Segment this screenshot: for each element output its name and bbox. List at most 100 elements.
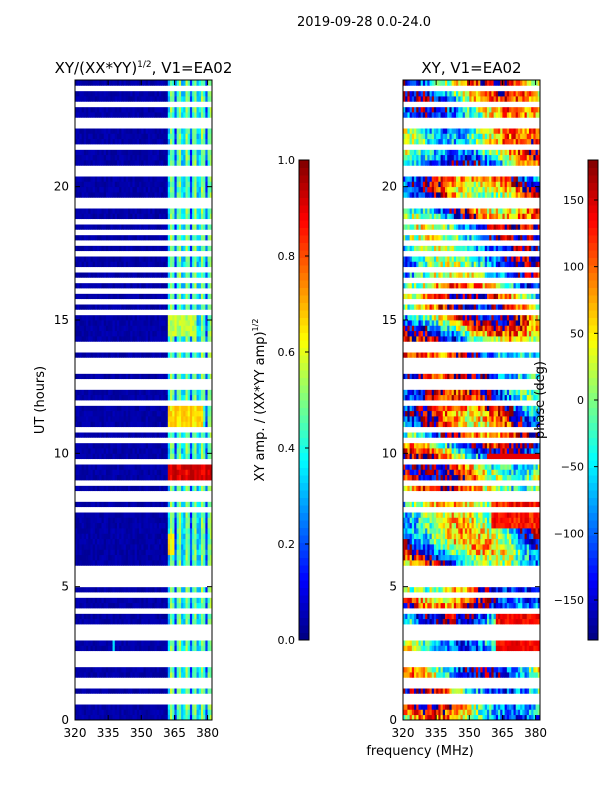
heatmap-cell	[116, 469, 120, 476]
heatmap-cell	[101, 410, 105, 417]
heatmap-cell	[77, 602, 80, 609]
heatmap-cell	[150, 282, 153, 289]
heatmap-cell	[205, 512, 208, 518]
heatmap-cell	[528, 709, 532, 716]
heatmap-cell	[194, 304, 197, 310]
heatmap-cell	[86, 640, 89, 646]
heatmap-cell	[75, 138, 78, 145]
heatmap-cell	[128, 618, 131, 625]
heatmap-cell	[90, 522, 94, 529]
heatmap-cell	[203, 672, 206, 678]
heatmap-cell	[203, 80, 206, 86]
heatmap-cell	[79, 336, 83, 342]
heatmap-cell	[90, 416, 94, 422]
heatmap-cell	[75, 373, 78, 380]
heatmap-cell	[83, 213, 87, 220]
heatmap-cell	[103, 501, 107, 508]
heatmap-cell	[116, 325, 120, 332]
heatmap-cell	[167, 90, 171, 97]
heatmap-cell	[108, 645, 111, 652]
heatmap-cell	[156, 176, 160, 182]
heatmap-cell	[128, 336, 131, 342]
colorbar-tick-label: 0.6	[278, 346, 296, 359]
heatmap-cell	[176, 245, 180, 252]
heatmap-cell	[123, 474, 127, 481]
heatmap-cell	[196, 549, 200, 556]
heatmap-cell	[143, 432, 147, 438]
heatmap-cell	[411, 666, 415, 673]
heatmap-cell	[143, 224, 147, 230]
heatmap-cell	[156, 325, 160, 332]
heatmap-cell	[194, 192, 197, 198]
heatmap-cell	[121, 154, 125, 161]
heatmap-cell	[134, 704, 138, 710]
heatmap-cell	[92, 352, 96, 358]
heatmap-cell	[473, 672, 477, 678]
heatmap-cell	[181, 373, 184, 380]
heatmap-cell	[83, 234, 87, 241]
heatmap-cell	[196, 245, 200, 252]
heatmap-cell	[163, 410, 166, 417]
heatmap-cell	[136, 410, 140, 417]
heatmap-cell	[108, 709, 111, 716]
heatmap-cell	[163, 224, 166, 230]
heatmap-cell	[181, 469, 184, 476]
heatmap-cell	[429, 714, 433, 721]
heatmap-cell	[114, 442, 118, 449]
heatmap-cell	[114, 304, 118, 310]
heatmap-cell	[176, 448, 180, 454]
heatmap-cell	[128, 410, 131, 417]
heatmap-cell	[205, 554, 208, 561]
heatmap-cell	[200, 688, 204, 694]
heatmap-row	[403, 714, 541, 721]
heatmap-cell	[185, 549, 189, 556]
heatmap-cell	[116, 112, 120, 118]
heatmap-cell	[158, 613, 162, 620]
heatmap-cell	[170, 394, 173, 401]
heatmap-cell	[110, 80, 113, 86]
heatmap-cell	[181, 160, 184, 166]
heatmap-cell	[453, 672, 457, 678]
heatmap-cell	[79, 149, 83, 156]
heatmap-cell	[209, 192, 213, 198]
heatmap-cell	[453, 714, 457, 721]
heatmap-cell	[165, 234, 169, 241]
heatmap-cell	[90, 330, 94, 337]
heatmap-cell	[103, 586, 107, 593]
heatmap-cell	[447, 704, 450, 710]
heatmap-cell	[207, 181, 211, 188]
heatmap-cell	[114, 666, 118, 673]
heatmap-cell	[176, 192, 180, 198]
heatmap-cell	[198, 234, 202, 241]
heatmap-cell	[183, 208, 186, 214]
heatmap-cell	[86, 272, 89, 278]
heatmap-cell	[94, 549, 98, 556]
heatmap-cell	[83, 245, 87, 252]
heatmap-cell	[77, 560, 80, 566]
heatmap-cell	[147, 597, 151, 604]
heatmap-cell	[178, 325, 182, 332]
heatmap-cell	[147, 138, 151, 145]
heatmap-cell	[130, 245, 133, 252]
heatmap-cell	[125, 336, 129, 342]
heatmap-cell	[139, 330, 142, 337]
heatmap-cell	[139, 586, 142, 593]
heatmap-cell	[170, 522, 173, 529]
heatmap-cell	[205, 282, 208, 289]
heatmap-cell	[152, 106, 155, 113]
heatmap-cell	[152, 453, 155, 460]
heatmap-cell	[116, 485, 120, 492]
heatmap-cell	[533, 672, 536, 678]
heatmap-cell	[108, 133, 111, 140]
heatmap-cell	[167, 245, 171, 252]
heatmap-cell	[456, 666, 459, 673]
heatmap-cell	[119, 704, 122, 710]
heatmap-cell	[200, 704, 204, 710]
heatmap-cell	[167, 181, 171, 188]
heatmap-cell	[75, 106, 78, 113]
heatmap-cell	[121, 330, 125, 337]
heatmap-cell	[110, 442, 113, 449]
heatmap-cell	[209, 224, 213, 230]
heatmap-cell	[123, 106, 127, 113]
heatmap-cell	[97, 373, 100, 380]
